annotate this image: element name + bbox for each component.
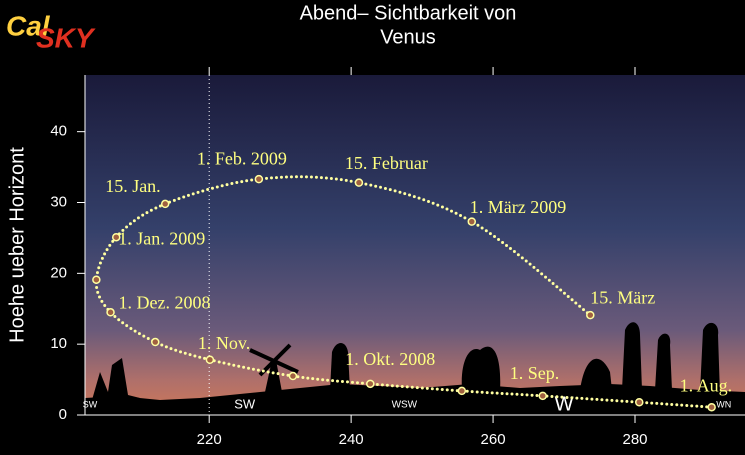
compass-label: W (555, 393, 574, 415)
date-marker (205, 355, 215, 364)
logo-sky: SKY (36, 22, 96, 53)
date-marker (366, 379, 375, 389)
date-marker (254, 174, 264, 184)
y-tick-label: 10 (50, 335, 67, 352)
date-label: 15. Jan. (105, 176, 160, 196)
date-label: 1. März 2009 (470, 197, 566, 217)
date-marker (707, 402, 716, 412)
visibility-curve (94, 175, 714, 409)
compass-label: WN (716, 399, 731, 409)
landscape (85, 322, 745, 415)
date-label: 1. Nov. (198, 333, 250, 353)
date-marker (288, 371, 298, 381)
y-axis-label: Hoehe ueber Horizont (6, 147, 28, 343)
date-marker (111, 232, 121, 242)
date-label: 1. Feb. 2009 (197, 148, 287, 168)
date-marker (151, 337, 160, 347)
x-tick-label: 220 (197, 431, 222, 448)
date-marker (457, 386, 467, 396)
y-tick-label: 30 (50, 193, 67, 210)
x-tick-label: 280 (622, 431, 647, 448)
y-tick-label: 0 (59, 406, 67, 423)
x-tick-label: 240 (339, 431, 364, 448)
date-marker (586, 310, 595, 320)
date-marker (635, 398, 644, 407)
chart-subtitle: Venus (380, 26, 436, 48)
date-label: 15. Februar (345, 153, 428, 173)
date-marker (92, 275, 101, 284)
date-label: 15. März (590, 287, 655, 307)
date-label: 1. Aug. (680, 375, 733, 395)
y-tick-label: 40 (50, 123, 67, 140)
compass-label: SW (234, 396, 256, 411)
date-label: 1. Sep. (510, 363, 560, 383)
date-label: 1. Jan. 2009 (118, 228, 205, 248)
x-tick-label: 260 (481, 431, 506, 448)
y-tick-label: 20 (50, 264, 67, 281)
date-marker (467, 217, 477, 226)
date-label: 1. Dez. 2008 (119, 292, 211, 312)
compass-label: WSW (392, 400, 418, 411)
date-marker (538, 391, 547, 401)
date-marker (354, 178, 364, 187)
logo-cal: Cal (6, 10, 51, 41)
date-label: 1. Okt. 2008 (345, 349, 435, 369)
date-marker (106, 308, 115, 317)
chart-title: Abend– Sichtbarkeit von (300, 2, 517, 24)
compass-label: SW (83, 399, 98, 409)
date-marker (160, 199, 170, 209)
